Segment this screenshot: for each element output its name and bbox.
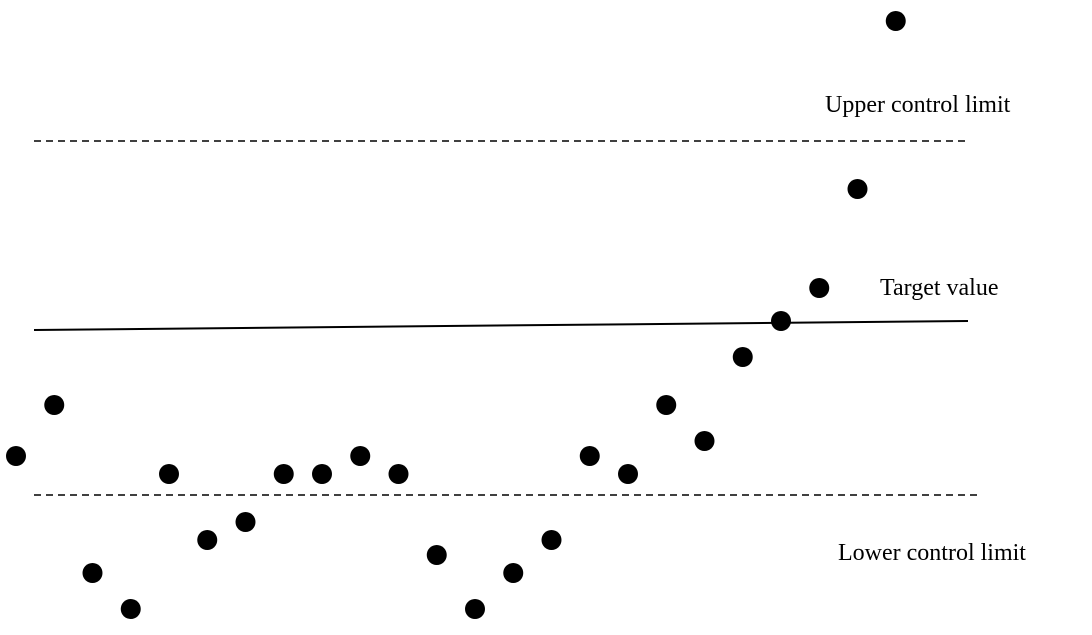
data-point bbox=[579, 446, 600, 466]
data-point bbox=[426, 545, 447, 565]
limit-lines bbox=[33, 140, 978, 496]
data-point bbox=[732, 347, 753, 367]
data-point bbox=[235, 512, 256, 532]
data-point bbox=[388, 464, 409, 484]
upper-control-limit-label: Upper control limit bbox=[825, 92, 1011, 118]
data-point bbox=[6, 446, 26, 466]
data-point bbox=[197, 530, 218, 550]
data-point bbox=[44, 395, 65, 415]
data-point bbox=[771, 311, 791, 331]
data-point bbox=[847, 179, 868, 199]
data-point bbox=[694, 431, 715, 451]
data-point bbox=[618, 464, 638, 484]
data-point bbox=[465, 599, 485, 619]
data-point bbox=[809, 278, 830, 298]
data-points bbox=[6, 11, 906, 619]
target-value-label: Target value bbox=[880, 275, 999, 301]
data-point bbox=[541, 530, 562, 550]
data-point bbox=[159, 464, 179, 484]
lower-control-limit-label: Lower control limit bbox=[838, 540, 1026, 566]
data-point bbox=[350, 446, 371, 466]
data-point bbox=[273, 464, 294, 484]
data-point bbox=[312, 464, 332, 484]
target-value-line bbox=[33, 320, 969, 331]
data-point bbox=[503, 563, 524, 583]
data-point bbox=[885, 11, 906, 31]
data-point bbox=[120, 599, 141, 619]
data-point bbox=[656, 395, 677, 415]
data-point bbox=[82, 563, 103, 583]
